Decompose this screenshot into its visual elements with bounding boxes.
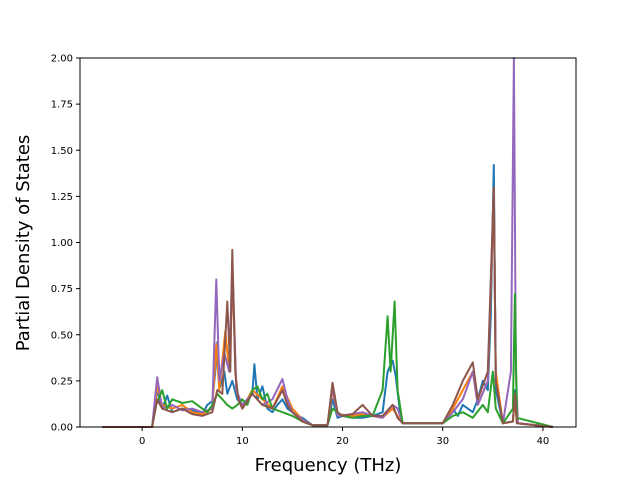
y-tick-label: 0.00 [51, 423, 73, 434]
x-tick-label: 30 [436, 436, 449, 447]
y-axis: 0.00 0.25 0.50 0.75 1.00 1.25 1.50 1.75 2.00 [51, 54, 80, 434]
x-axis-label: Frequency (THz) [255, 455, 402, 476]
y-tick-label: 1.75 [51, 100, 73, 111]
y-tick-label: 2.00 [51, 54, 73, 65]
series-layer [102, 57, 554, 428]
series-line-5 [102, 186, 554, 428]
x-tick-label: 20 [336, 436, 349, 447]
y-tick-label: 1.00 [51, 238, 73, 249]
y-tick-label: 0.75 [51, 284, 73, 295]
x-tick-label: 10 [236, 436, 249, 447]
y-axis-label: Partial Density of States [13, 135, 34, 352]
x-axis: 0 10 20 30 40 [139, 427, 549, 447]
x-tick-label: 40 [537, 436, 550, 447]
y-tick-label: 1.25 [51, 192, 73, 203]
y-tick-label: 1.50 [51, 146, 73, 157]
x-tick-label: 0 [139, 436, 145, 447]
y-tick-label: 0.50 [51, 330, 73, 341]
y-tick-label: 0.25 [51, 376, 73, 387]
